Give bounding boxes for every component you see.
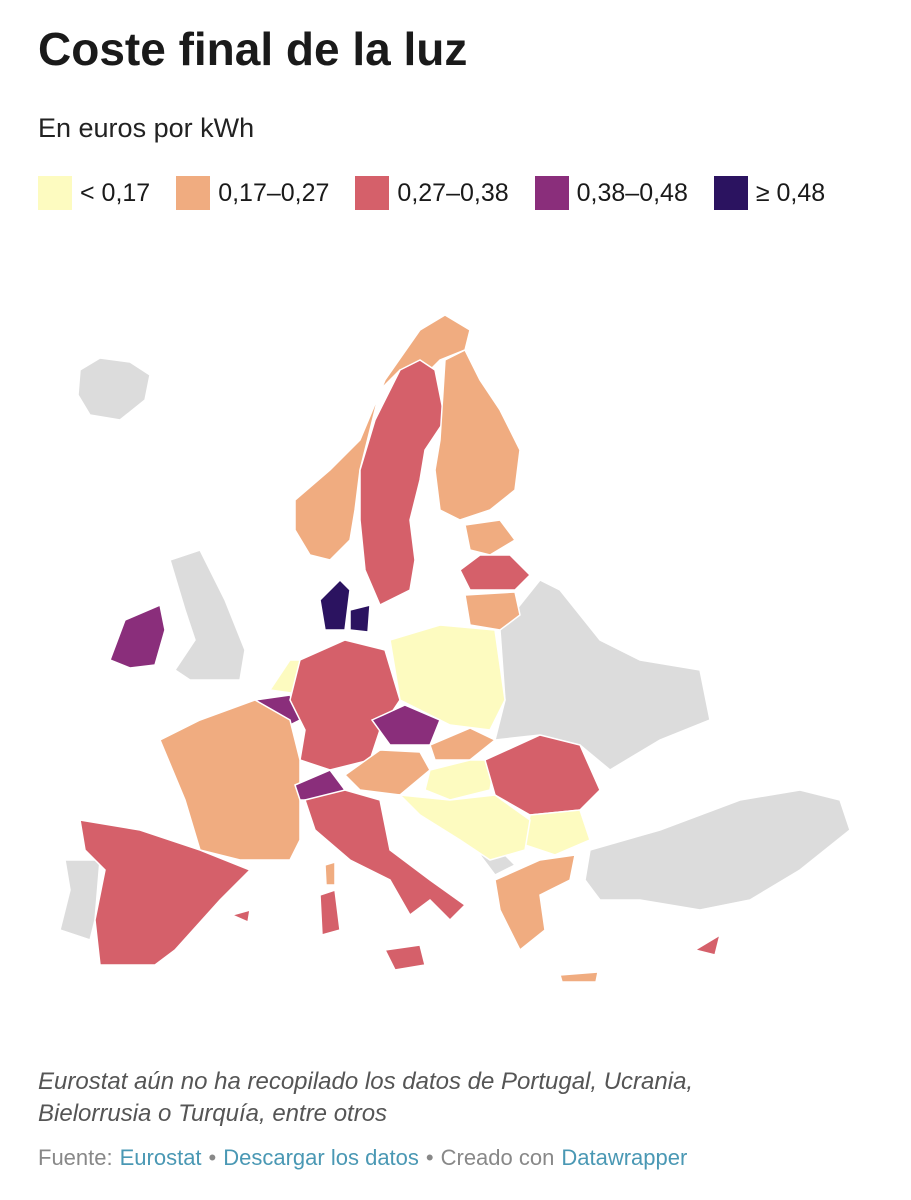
separator: •: [425, 1145, 434, 1170]
note-line: Eurostat aún no ha recopilado los datos …: [38, 1068, 694, 1095]
map: [59, 314, 851, 983]
subtitle: En euros por kWh: [38, 113, 255, 143]
country: [370, 704, 441, 746]
separator: •: [208, 1145, 217, 1170]
note-line: Bielorrusia o Turquía, entre otros: [38, 1100, 388, 1127]
country: [464, 519, 517, 556]
country: [304, 789, 467, 922]
legend-swatch: [38, 176, 72, 210]
country: [109, 603, 166, 669]
country: [584, 789, 851, 911]
source-label: Fuente:: [38, 1145, 113, 1170]
legend-swatch: [534, 176, 569, 210]
source-link[interactable]: Eurostat: [119, 1145, 202, 1170]
country: [359, 359, 446, 607]
country: [349, 604, 371, 633]
legend-item: 0,17–0,27: [176, 176, 329, 210]
legend-item: < 0,17: [38, 176, 150, 210]
country: [494, 854, 576, 952]
made-with: Creado con: [440, 1145, 555, 1170]
note: Eurostat aún no ha recopilado los datos …: [38, 1066, 693, 1130]
legend-swatch: [713, 176, 748, 210]
country: [524, 809, 591, 856]
country: [434, 348, 521, 521]
country: [383, 944, 426, 971]
legend: < 0,17 0,17–0,27 0,27–0,38 0,38–0,48 ≥ 0,48: [38, 176, 878, 210]
title: Coste final de la luz: [38, 23, 468, 75]
legend-item: ≥ 0,48: [713, 176, 826, 210]
legend-swatch: [176, 176, 211, 210]
country: [559, 971, 599, 983]
country: [319, 888, 341, 936]
country: [424, 759, 496, 801]
country: [397, 794, 531, 861]
legend-label: 0,17–0,27: [218, 178, 330, 207]
download-link[interactable]: Descargar los datos: [223, 1145, 419, 1170]
tool-link[interactable]: Datawrapper: [561, 1145, 688, 1170]
country: [319, 578, 351, 631]
country: [159, 699, 301, 861]
country: [229, 908, 251, 924]
country: [77, 357, 151, 421]
country: [464, 591, 521, 631]
footer: Fuente: Eurostat • Descargar los datos •…: [38, 1145, 687, 1171]
country: [693, 933, 722, 956]
legend-swatch: [355, 176, 390, 210]
country: [169, 549, 246, 681]
country: [494, 579, 711, 771]
country: [324, 860, 336, 886]
country: [459, 554, 532, 591]
country: [59, 859, 101, 941]
country: [389, 624, 506, 731]
country: [79, 819, 252, 966]
legend-label: 0,38–0,48: [576, 178, 688, 207]
legend-label: ≥ 0,48: [755, 178, 826, 207]
legend-label: 0,27–0,38: [397, 178, 509, 207]
country: [429, 727, 497, 761]
legend-label: < 0,17: [80, 178, 151, 207]
legend-item: 0,38–0,48: [534, 176, 688, 210]
legend-item: 0,27–0,38: [355, 176, 509, 210]
